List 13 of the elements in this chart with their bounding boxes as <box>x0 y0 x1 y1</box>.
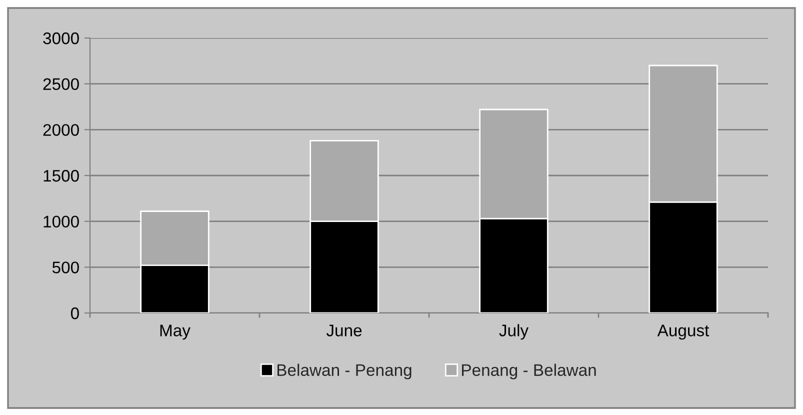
y-tick-label: 3000 <box>43 32 79 44</box>
x-tick-label: May <box>160 324 190 340</box>
x-tick-label: August <box>657 324 710 340</box>
x-tick-label: July <box>499 324 529 340</box>
y-tick-label: 1500 <box>44 170 79 182</box>
x-tick-label: June <box>326 324 362 336</box>
y-tick-label: 2500 <box>43 78 79 90</box>
y-tick-label: 0 <box>70 307 79 320</box>
y-tick-label: 2000 <box>43 124 79 136</box>
y-tick-label: 500 <box>52 262 79 274</box>
legend-label: Penang - Belawan <box>462 364 596 380</box>
legend-label: Belawan - Penang <box>278 364 412 380</box>
y-tick-label: 1000 <box>44 216 79 228</box>
